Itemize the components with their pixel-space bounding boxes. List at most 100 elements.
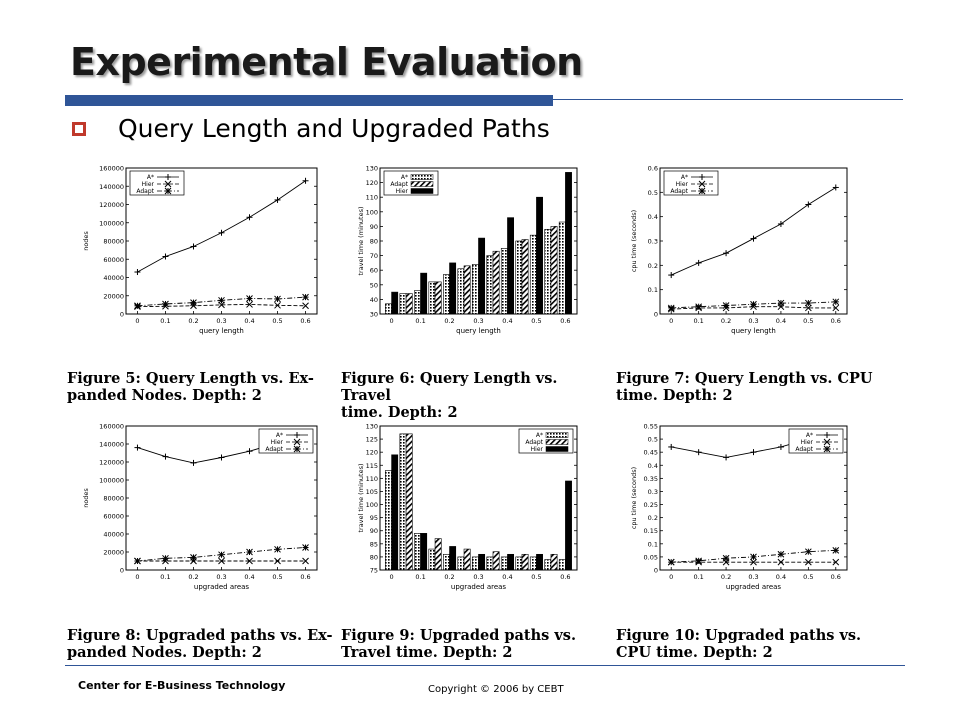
y-tick-label: 140000 bbox=[99, 441, 124, 449]
point-hier-3 bbox=[750, 558, 757, 566]
point-astar-3 bbox=[750, 449, 757, 456]
bar-astar-1 bbox=[399, 433, 407, 571]
x-tick-label: 0 bbox=[390, 573, 394, 581]
y-tick-label: 85 bbox=[370, 540, 378, 548]
chart-figure-8: 0 20000 40000 60000 80000 100000 120000 140000 1… bbox=[82, 423, 318, 591]
x-tick-label: 0.4 bbox=[502, 317, 512, 325]
caption-line: panded Nodes. Depth: 2 bbox=[67, 644, 262, 661]
legend-marker bbox=[294, 432, 300, 438]
footer-copyright: Copyright © 2006 by CEBT bbox=[428, 684, 564, 695]
x-tick-label: 0.4 bbox=[776, 573, 786, 581]
x-tick-label: 0.3 bbox=[473, 573, 483, 581]
point-hier-5 bbox=[804, 558, 812, 566]
legend-marker bbox=[293, 438, 301, 446]
x-tick-label: 0 bbox=[669, 317, 673, 325]
x-tick-label: 0.1 bbox=[693, 317, 703, 325]
point-adapt-4 bbox=[777, 299, 785, 307]
x-tick-label: 0.2 bbox=[721, 573, 731, 581]
legend-marker bbox=[698, 180, 706, 188]
point-hier-6 bbox=[832, 558, 840, 566]
point-hier-5 bbox=[274, 301, 281, 309]
y-tick-label: 130 bbox=[366, 165, 378, 173]
y-tick-label: 0 bbox=[120, 311, 124, 319]
bar-adapt-1 bbox=[405, 293, 413, 315]
bar-hier-10 bbox=[536, 196, 543, 315]
bar-astar-9 bbox=[515, 240, 523, 315]
point-adapt-3 bbox=[218, 296, 225, 304]
legend-label: Adapt bbox=[795, 446, 813, 453]
x-tick-label: 0.4 bbox=[244, 317, 254, 325]
point-astar-1 bbox=[162, 253, 169, 260]
point-astar-5 bbox=[805, 201, 812, 208]
y-tick-label: 80 bbox=[370, 238, 378, 246]
point-hier-6 bbox=[832, 304, 840, 312]
legend-marker bbox=[699, 174, 705, 180]
y-axis-label: nodes bbox=[82, 488, 90, 508]
legend-marker bbox=[293, 445, 301, 453]
legend-label: Adapt bbox=[390, 181, 408, 188]
legend-swatch bbox=[410, 174, 434, 180]
y-tick-label: 40000 bbox=[103, 274, 124, 282]
x-tick-label: 0.6 bbox=[831, 317, 841, 325]
point-astar-0 bbox=[134, 269, 141, 276]
point-adapt-1 bbox=[695, 557, 703, 565]
title-underline bbox=[553, 99, 903, 100]
bar-astar-0 bbox=[385, 303, 392, 315]
chart-figure-9: 75 80 85 90 95 100 105 110 115 120 125 130 0 0.1 0.2 0.… bbox=[357, 423, 578, 591]
point-hier-6 bbox=[302, 302, 309, 310]
point-astar-4 bbox=[777, 443, 784, 450]
legend-label: A* bbox=[806, 432, 813, 439]
footer-organization: Center for E-Business Technology bbox=[78, 679, 286, 692]
bar-astar-10 bbox=[529, 556, 537, 571]
point-astar-2 bbox=[723, 454, 730, 461]
point-adapt-4 bbox=[246, 548, 253, 556]
y-tick-label: 80 bbox=[370, 553, 378, 561]
x-tick-label: 0.3 bbox=[216, 573, 226, 581]
y-tick-label: 80000 bbox=[103, 238, 124, 246]
x-tick-label: 0.5 bbox=[272, 317, 282, 325]
point-astar-4 bbox=[777, 220, 784, 227]
y-tick-label: 120000 bbox=[99, 201, 124, 209]
point-adapt-2 bbox=[722, 554, 730, 562]
y-tick-label: 0.05 bbox=[644, 553, 658, 561]
bar-astar-4 bbox=[443, 274, 450, 315]
point-hier-3 bbox=[218, 557, 225, 565]
y-axis-label: nodes bbox=[82, 231, 90, 251]
x-tick-label: 0 bbox=[135, 317, 139, 325]
caption-line: CPU time. Depth: 2 bbox=[616, 644, 773, 661]
y-tick-label: 0.1 bbox=[648, 286, 658, 294]
bar-adapt-9 bbox=[521, 553, 529, 571]
bar-astar-6 bbox=[471, 264, 479, 315]
point-adapt-6 bbox=[832, 547, 840, 554]
legend-label: Hier bbox=[396, 188, 409, 195]
bar-astar-12 bbox=[558, 221, 566, 315]
bar-adapt-5 bbox=[463, 265, 471, 315]
legend-label: A* bbox=[276, 432, 283, 439]
y-tick-label: 60000 bbox=[103, 513, 124, 521]
y-tick-label: 30 bbox=[370, 311, 378, 319]
bar-adapt-3 bbox=[434, 538, 442, 571]
x-tick-label: 0.6 bbox=[300, 573, 310, 581]
x-tick-label: 0.6 bbox=[560, 317, 570, 325]
y-tick-label: 0.5 bbox=[648, 436, 658, 444]
point-hier-5 bbox=[274, 557, 281, 565]
x-tick-label: 0.5 bbox=[531, 573, 541, 581]
figure-7-caption: Figure 7: Query Length vs. CPU time. Dep… bbox=[616, 370, 886, 404]
x-tick-label: 0.3 bbox=[473, 317, 483, 325]
bar-astar-7 bbox=[486, 255, 494, 315]
legend-swatch bbox=[410, 188, 434, 194]
legend-label: Hier bbox=[271, 439, 284, 446]
y-tick-label: 0.4 bbox=[648, 213, 658, 221]
x-tick-label: 0.6 bbox=[300, 317, 310, 325]
bar-hier-12 bbox=[565, 480, 572, 571]
bar-adapt-11 bbox=[550, 553, 558, 571]
x-tick-label: 0.1 bbox=[160, 573, 170, 581]
bar-astar-11 bbox=[544, 229, 552, 315]
x-tick-label: 0.1 bbox=[415, 317, 425, 325]
y-tick-label: 0.2 bbox=[648, 262, 658, 270]
bar-astar-12 bbox=[558, 559, 566, 571]
legend-label: Adapt bbox=[670, 188, 688, 195]
y-tick-label: 60 bbox=[370, 267, 378, 275]
bar-astar-0 bbox=[385, 470, 392, 571]
